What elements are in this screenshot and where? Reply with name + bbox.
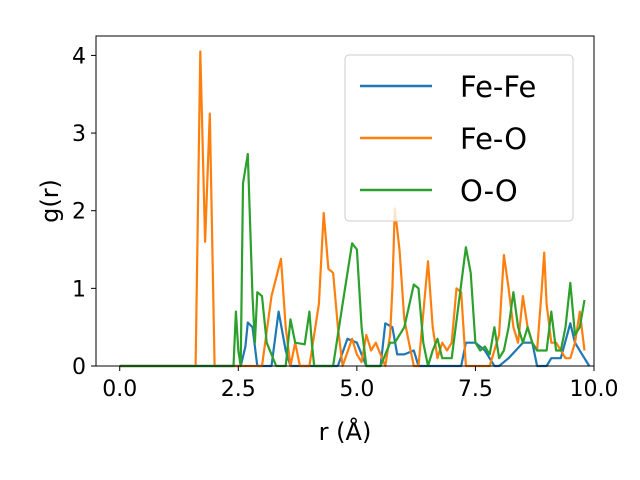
series-line-o-o [119, 152, 586, 368]
legend: Fe-Fe Fe-O O-O [344, 54, 574, 222]
y-tick-label: 1 [72, 277, 86, 302]
x-tick-label: 5.0 [339, 377, 374, 402]
y-axis: 0 1 2 3 4 [72, 44, 96, 380]
y-tick-label: 4 [72, 44, 86, 69]
legend-label-fe-fe: Fe-Fe [460, 70, 536, 104]
y-tick-label: 0 [72, 355, 86, 380]
x-axis-label: r (Å) [319, 417, 372, 446]
plot-frame [95, 35, 595, 367]
x-tick-label: 2.5 [221, 377, 256, 402]
legend-label-fe-o: Fe-O [460, 122, 527, 156]
y-tick-label: 2 [72, 200, 86, 225]
y-axis-label: g(r) [36, 179, 64, 223]
legend-box [344, 54, 574, 222]
y-tick-label: 3 [72, 122, 86, 147]
x-tick-label: 0.0 [102, 377, 137, 402]
x-axis: 0.0 2.5 5.0 7.5 10.0 [102, 366, 618, 402]
x-tick-label: 10.0 [570, 377, 619, 402]
legend-label-o-o: O-O [460, 174, 518, 208]
x-tick-label: 7.5 [458, 377, 493, 402]
